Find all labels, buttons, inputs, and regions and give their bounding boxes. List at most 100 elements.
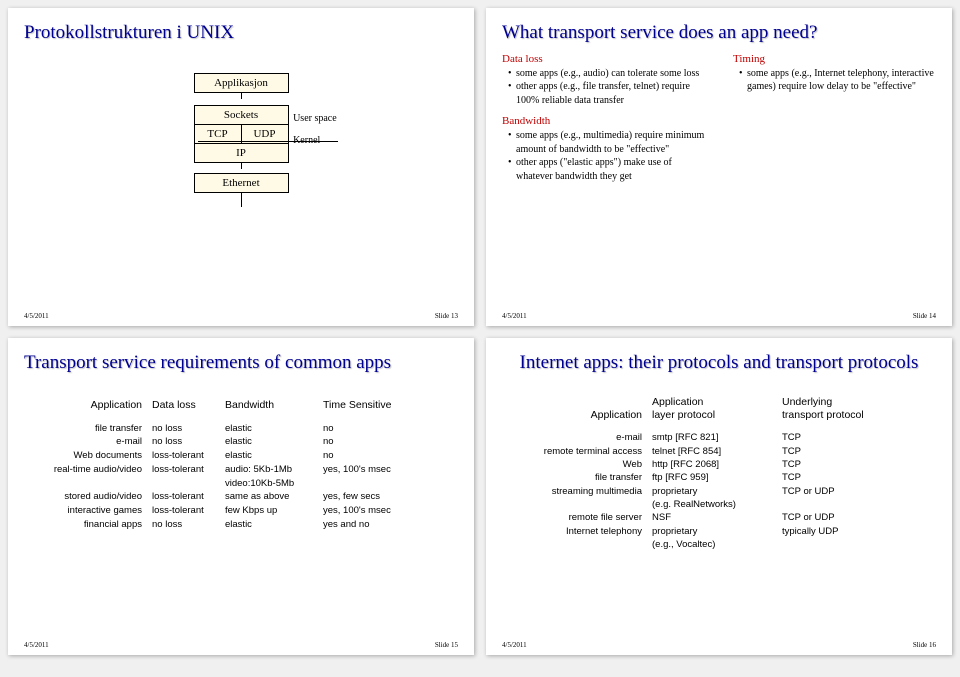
table-cell: yes, 100's msec xyxy=(323,463,458,477)
list-item: other apps (e.g., file transfer, telnet)… xyxy=(508,80,705,107)
table-cell: loss-tolerant xyxy=(152,490,217,504)
table-cell: NSF xyxy=(652,511,772,524)
col-right: Timing some apps (e.g., Internet telepho… xyxy=(733,53,936,308)
table-cell: loss-tolerant xyxy=(152,504,217,518)
table-cell: TCP xyxy=(782,458,936,471)
table-cell: no xyxy=(323,422,458,436)
table-cell: no loss xyxy=(152,422,217,436)
table-header: Applicationlayer protocol xyxy=(652,396,772,421)
label-kernel: Kernel xyxy=(293,135,337,146)
box-app: Applikasjon xyxy=(194,73,289,93)
requirements-table: Application file transfer e-mail Web doc… xyxy=(24,398,458,531)
list-item: some apps (e.g., audio) can tolerate som… xyxy=(508,67,705,81)
table-cell: video:10Kb-5Mb xyxy=(225,477,317,491)
table-cell: yes, few secs xyxy=(323,490,458,504)
table-col-bandwidth: Bandwidth elastic elastic elastic audio:… xyxy=(217,398,317,531)
protocol-stack-diagram: User space Kernel Applikasjon Sockets TC… xyxy=(24,73,458,207)
table-cell: remote terminal access xyxy=(502,445,642,458)
table-cell: http [RFC 2068] xyxy=(652,458,772,471)
table-col-time: Time Sensitive no no no yes, 100's msec … xyxy=(317,398,458,531)
heading-timing: Timing xyxy=(733,53,936,65)
table-cell: TCP or UDP xyxy=(782,485,936,498)
table-col-application: Application e-mail remote terminal acces… xyxy=(502,396,642,551)
table-cell: ftp [RFC 959] xyxy=(652,471,772,484)
table-cell: no loss xyxy=(152,435,217,449)
connector xyxy=(241,193,242,207)
footer-date: 4/5/2011 xyxy=(502,312,527,320)
slide-content: Application e-mail remote terminal acces… xyxy=(502,382,936,637)
table-cell: streaming multimedia xyxy=(502,485,642,498)
footer-date: 4/5/2011 xyxy=(502,641,527,649)
table-col-dataloss: Data loss no loss no loss loss-tolerant … xyxy=(142,398,217,531)
table-cell: proprietary xyxy=(652,485,772,498)
slide-title: Transport service requirements of common… xyxy=(24,352,458,375)
slide-footer: 4/5/2011 Slide 15 xyxy=(24,637,458,649)
list-dataloss: some apps (e.g., audio) can tolerate som… xyxy=(502,67,705,108)
footer-slidenum: Slide 15 xyxy=(435,641,458,649)
table-cell: elastic xyxy=(225,449,317,463)
footer-slidenum: Slide 16 xyxy=(913,641,936,649)
table-cell: file transfer xyxy=(502,471,642,484)
table-cell: audio: 5Kb-1Mb xyxy=(225,463,317,477)
table-header: Bandwidth xyxy=(225,398,317,413)
slide-footer: 4/5/2011 Slide 13 xyxy=(24,308,458,320)
slide-title: Protokollstrukturen i UNIX xyxy=(24,22,458,45)
table-cell: e-mail xyxy=(502,431,642,444)
slide-16: Internet apps: their protocols and trans… xyxy=(486,338,952,656)
heading-bandwidth: Bandwidth xyxy=(502,115,705,127)
table-cell: TCP or UDP xyxy=(782,511,936,524)
table-cell: (e.g. RealNetworks) xyxy=(652,498,772,511)
table-cell: yes and no xyxy=(323,518,458,532)
table-cell: interactive games xyxy=(24,504,142,518)
table-cell: elastic xyxy=(225,435,317,449)
slide-title: Internet apps: their protocols and trans… xyxy=(502,352,936,375)
table-cell xyxy=(782,498,936,511)
box-ip: IP xyxy=(194,143,289,163)
heading-dataloss: Data loss xyxy=(502,53,705,65)
list-item: other apps ("elastic apps") make use of … xyxy=(508,156,705,183)
table-cell: same as above xyxy=(225,490,317,504)
list-bandwidth: some apps (e.g., multimedia) require min… xyxy=(502,129,705,183)
protocols-table: Application e-mail remote terminal acces… xyxy=(502,396,936,551)
footer-date: 4/5/2011 xyxy=(24,312,49,320)
slide-content: Data loss some apps (e.g., audio) can to… xyxy=(502,53,936,308)
table-header: Application xyxy=(24,398,142,413)
connector xyxy=(241,93,242,99)
table-cell: telnet [RFC 854] xyxy=(652,445,772,458)
table-cell: e-mail xyxy=(24,435,142,449)
list-timing: some apps (e.g., Internet telephony, int… xyxy=(733,67,936,94)
slide-14: What transport service does an app need?… xyxy=(486,8,952,326)
table-cell: file transfer xyxy=(24,422,142,436)
connector xyxy=(241,163,242,169)
table-cell: loss-tolerant xyxy=(152,449,217,463)
table-header: Time Sensitive xyxy=(323,398,458,413)
table-cell: smtp [RFC 821] xyxy=(652,431,772,444)
table-cell: no xyxy=(323,435,458,449)
table-cell: TCP xyxy=(782,471,936,484)
footer-slidenum: Slide 13 xyxy=(435,312,458,320)
table-cell: Web documents xyxy=(24,449,142,463)
table-cell xyxy=(24,477,142,491)
table-cell: loss-tolerant xyxy=(152,463,217,477)
table-cell: stored audio/video xyxy=(24,490,142,504)
table-cell xyxy=(502,498,642,511)
table-header: Data loss xyxy=(152,398,217,413)
table-cell: elastic xyxy=(225,422,317,436)
table-col-layer-protocol: Applicationlayer protocol smtp [RFC 821]… xyxy=(642,396,772,551)
slide-footer: 4/5/2011 Slide 14 xyxy=(502,308,936,320)
table-header: Application xyxy=(502,396,642,421)
table-col-application: Application file transfer e-mail Web doc… xyxy=(24,398,142,531)
table-cell: elastic xyxy=(225,518,317,532)
slide-content: User space Kernel Applikasjon Sockets TC… xyxy=(24,53,458,308)
table-cell: TCP xyxy=(782,431,936,444)
table-cell: (e.g., Vocaltec) xyxy=(652,538,772,551)
slide-title: What transport service does an app need? xyxy=(502,22,936,45)
slide-13: Protokollstrukturen i UNIX User space Ke… xyxy=(8,8,474,326)
slide-15: Transport service requirements of common… xyxy=(8,338,474,656)
table-cell xyxy=(152,477,217,491)
table-cell: remote file server xyxy=(502,511,642,524)
table-cell: TCP xyxy=(782,445,936,458)
table-cell: Web xyxy=(502,458,642,471)
table-cell: yes, 100's msec xyxy=(323,504,458,518)
label-userspace: User space xyxy=(293,113,337,124)
